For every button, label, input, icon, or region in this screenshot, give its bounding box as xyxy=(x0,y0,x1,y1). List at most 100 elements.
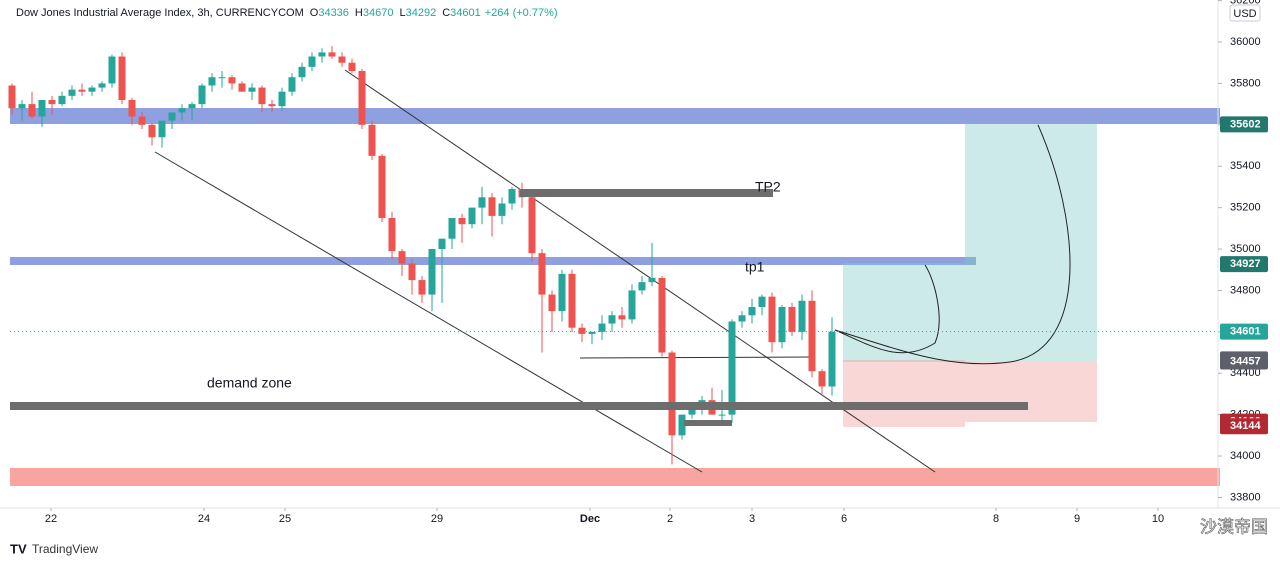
y-tick-label: 35400 xyxy=(1230,160,1261,172)
ohlc-key: C xyxy=(442,7,450,19)
candle-body xyxy=(738,315,746,322)
candle-body xyxy=(48,99,56,105)
stop-box xyxy=(965,362,1097,422)
price-badge xyxy=(1220,256,1268,273)
candle-body xyxy=(628,290,636,320)
candle-body xyxy=(198,85,206,105)
x-tick-label: 2 xyxy=(667,513,673,525)
base-bar xyxy=(684,420,732,426)
candle-body xyxy=(568,273,576,328)
candle-body xyxy=(388,217,396,252)
overlays: TP2 tp1 demand zone xyxy=(10,179,1028,426)
y-tick-label: 35200 xyxy=(1230,202,1261,214)
candle-body xyxy=(488,197,496,216)
currency-box[interactable] xyxy=(1229,4,1261,22)
x-tick-label: 24 xyxy=(198,513,210,525)
candle-body xyxy=(788,306,796,332)
candle-body xyxy=(828,331,836,387)
candle-body xyxy=(608,315,616,324)
candle-body xyxy=(638,282,646,291)
price-badge-label: 34457 xyxy=(1230,355,1261,367)
candle-body xyxy=(438,238,446,250)
candle-body xyxy=(728,321,736,415)
price-badge-label: 34927 xyxy=(1230,258,1261,270)
y-tick-label: 36000 xyxy=(1230,36,1261,48)
candle-body xyxy=(768,296,776,343)
candle-body xyxy=(368,124,376,156)
candle-body xyxy=(818,371,826,387)
target-box xyxy=(965,124,1097,362)
x-tick-label: Dec xyxy=(580,513,600,525)
target-box xyxy=(843,263,965,362)
candle-body xyxy=(318,52,326,57)
candle-body xyxy=(58,95,66,105)
x-tick-label: 3 xyxy=(749,513,755,525)
candle-body xyxy=(8,85,16,109)
candle-body xyxy=(588,331,596,334)
title: Dow Jones Industrial Average Index, 3h, … xyxy=(16,7,304,19)
candle-body xyxy=(508,188,516,204)
tp2-bar xyxy=(520,189,773,197)
x-tick-label: 29 xyxy=(431,513,443,525)
candle-body xyxy=(108,56,116,84)
candle-body xyxy=(38,99,46,117)
candle-body xyxy=(258,87,266,105)
price-badge-label: 34144 xyxy=(1230,420,1261,432)
candle-body xyxy=(18,104,26,109)
candle-body xyxy=(468,207,476,225)
y-tick-label: 34000 xyxy=(1230,450,1261,462)
currency: USD xyxy=(1233,8,1256,20)
candle-body xyxy=(428,249,436,295)
x-tick-label: 22 xyxy=(45,513,57,525)
annotation: TP2 xyxy=(755,179,781,195)
x-tick-label: 25 xyxy=(279,513,291,525)
ohlc-value: 34601 xyxy=(450,7,481,19)
candle-body xyxy=(128,99,136,117)
annotation: tp1 xyxy=(745,259,765,275)
path-curve xyxy=(834,124,1071,365)
y-tick-label: 35000 xyxy=(1230,243,1261,255)
price-badge xyxy=(1220,323,1268,340)
candle-body xyxy=(158,120,166,138)
candle-body xyxy=(598,323,606,332)
candle-body xyxy=(458,217,466,225)
candle-body xyxy=(618,315,626,320)
candle-body xyxy=(558,273,566,312)
candle-body xyxy=(68,89,76,96)
channel-line xyxy=(154,151,703,473)
tp1-line xyxy=(10,257,976,265)
y-tick-label: 33800 xyxy=(1230,491,1261,503)
candle-body xyxy=(538,253,546,295)
candle-body xyxy=(278,91,286,107)
x-tick-label: 8 xyxy=(993,513,999,525)
header: Dow Jones Industrial Average Index, 3h, … xyxy=(16,7,558,19)
candle-body xyxy=(548,294,556,312)
ohlc-value: 34670 xyxy=(363,7,394,19)
candle-body xyxy=(148,124,156,138)
candle-body xyxy=(118,56,126,100)
candle-body xyxy=(248,87,256,92)
candle-body xyxy=(678,414,686,436)
candle-body xyxy=(578,327,586,334)
candle-body xyxy=(188,104,196,109)
candle-body xyxy=(498,203,506,216)
annotation: demand zone xyxy=(207,375,292,391)
candle-body xyxy=(758,296,766,307)
resistance-zone xyxy=(10,108,1220,124)
logo: TV xyxy=(10,541,27,556)
candle-body xyxy=(288,77,296,92)
candle-body xyxy=(298,66,306,78)
range-line xyxy=(579,356,813,359)
y-tick-label: 36200 xyxy=(1230,0,1261,7)
candle-body xyxy=(668,352,676,436)
candle-body xyxy=(208,77,216,86)
candle-body xyxy=(328,52,336,57)
candle-body xyxy=(418,280,426,295)
candle-body xyxy=(338,56,346,63)
y-tick-label: 35800 xyxy=(1230,77,1261,89)
candle-body xyxy=(168,112,176,121)
price-badge xyxy=(1220,353,1268,370)
price-badge xyxy=(1220,116,1268,133)
drawings xyxy=(10,69,1220,486)
candle-body xyxy=(648,278,656,283)
